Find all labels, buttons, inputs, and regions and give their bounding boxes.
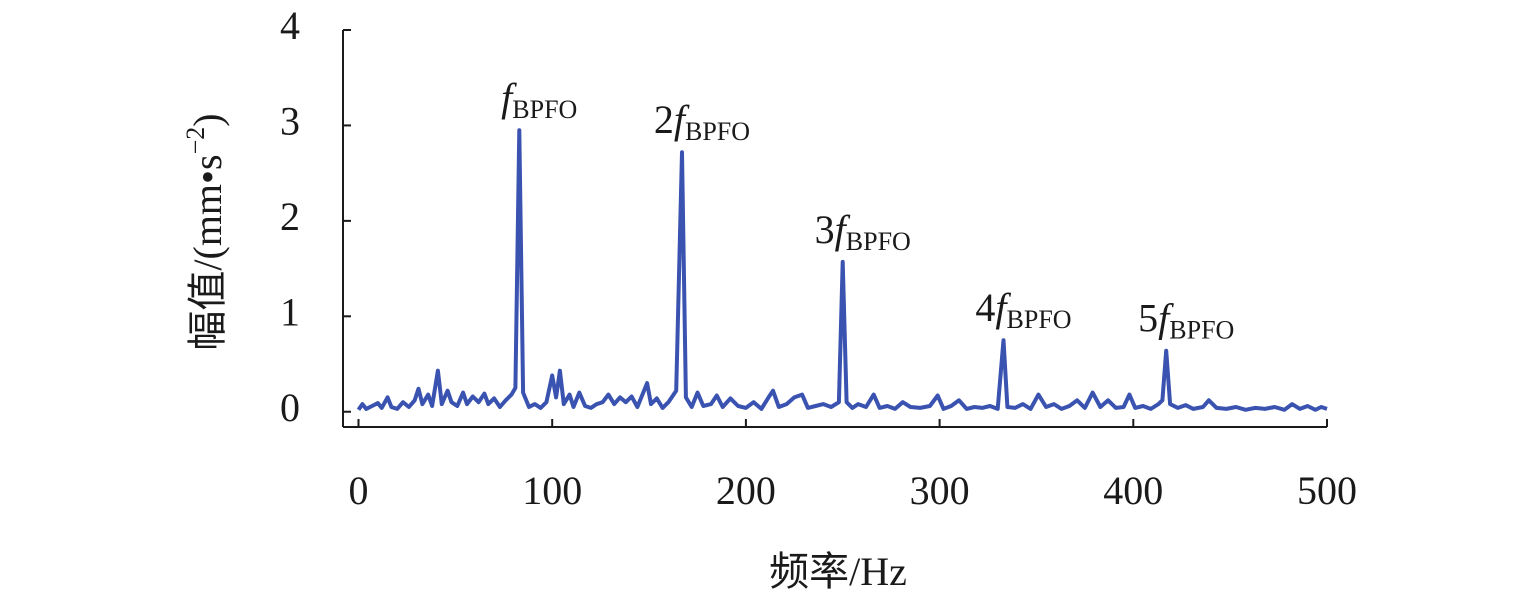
spectrum-line	[356, 128, 1328, 412]
peak-annotation: 5fBPFO	[1138, 296, 1234, 345]
annotation-multiple: 5	[1138, 296, 1158, 341]
y-tick-label: 1	[280, 289, 300, 334]
x-tick-label: 400	[1103, 468, 1163, 513]
x-tick-label: 300	[910, 468, 970, 513]
x-tick-label: 200	[716, 468, 776, 513]
peak-annotation: 3fBPFO	[815, 207, 911, 256]
annotation-subscript: BPFO	[1169, 316, 1234, 345]
y-axis-label-sup: −2	[181, 127, 210, 155]
x-tick-label: 500	[1297, 468, 1357, 513]
annotation-subscript: BPFO	[512, 95, 577, 124]
y-tick-label: 0	[280, 385, 300, 430]
annotation-subscript: BPFO	[1007, 305, 1072, 334]
peak-annotation: fBPFO	[501, 75, 577, 124]
y-tick-label: 2	[280, 194, 300, 239]
annotation-subscript: BPFO	[846, 227, 911, 256]
y-tick-label: 3	[280, 99, 300, 144]
y-axis-label-text: 幅值/(mm•s	[185, 154, 230, 350]
x-tick-label: 100	[522, 468, 582, 513]
annotation-multiple: 4	[975, 285, 995, 330]
y-axis-label: 幅值/(mm•s−2)	[181, 113, 230, 350]
y-tick-label: 4	[280, 3, 300, 48]
peak-annotation: 2fBPFO	[654, 97, 750, 146]
annotation-multiple: 3	[815, 207, 835, 252]
y-axis-label-close: )	[185, 113, 230, 126]
x-axis-label: 频率/Hz	[769, 549, 907, 594]
x-tick-label: 0	[348, 468, 368, 513]
peak-annotation: 4fBPFO	[975, 285, 1071, 334]
annotation-multiple: 2	[654, 97, 674, 142]
annotation-subscript: BPFO	[685, 117, 750, 146]
